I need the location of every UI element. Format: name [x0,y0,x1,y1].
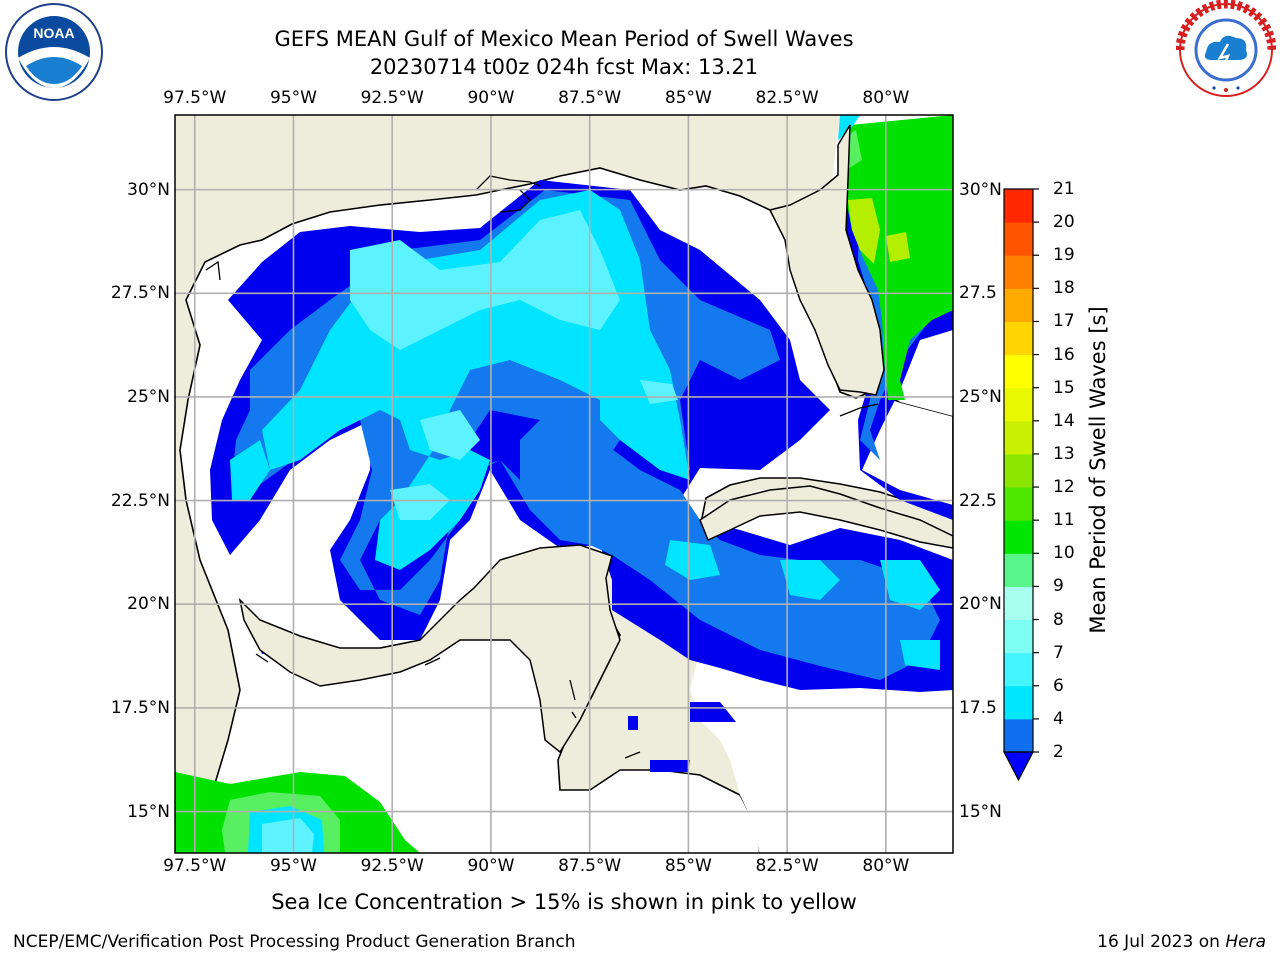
lon-label-top: 80°W [862,88,910,108]
colorbar-tick-label: 16 [1053,344,1075,365]
lat-label-right: 30°N [959,179,1002,200]
lat-label-left: 22.5°N [110,490,170,511]
colorbar-tick-label: 17 [1053,311,1075,332]
colorbar-tick-label: 18 [1053,278,1075,299]
colorbar-tick-label: 14 [1053,410,1075,431]
lat-label-left: 20°N [127,594,170,615]
lon-label-bottom: 90°W [467,856,515,876]
lon-label-top: 87.5°W [558,88,622,108]
lon-label-top: 85°W [664,88,712,108]
lon-label-top: 92.5°W [360,88,424,108]
colorbar-tick-label: 19 [1053,245,1075,266]
colorbar-tick-label: 9 [1053,576,1064,597]
map-frame [174,114,954,854]
colorbar-tick-label: 6 [1053,675,1064,696]
coastline-details [205,175,879,759]
lon-label-bottom: 97.5°W [163,856,227,876]
colorbar-tick-label: 10 [1053,543,1075,564]
noaa-logo: NOAA [5,3,103,101]
lon-label-bottom: 82.5°W [755,856,819,876]
landmasses [238,124,953,754]
map-grid [175,115,953,853]
colorbar-tick-label: 20 [1053,212,1075,233]
lon-label-top: 97.5°W [163,88,227,108]
lat-label-right: 27.5 [959,283,997,304]
lon-label-bottom: 85°W [664,856,712,876]
colorbar-tick-label: 4 [1053,708,1064,729]
sea-ice-note: Sea Ice Concentration > 15% is shown in … [271,890,857,914]
lat-label-right: 17.5 [959,697,997,718]
lat-label-right: 25°N [959,386,1002,407]
footer-host: Hera [1225,932,1266,952]
nws-logo [1176,0,1276,97]
colorbar-tick-label: 8 [1053,609,1064,630]
colorbar-tick-label: 12 [1053,477,1075,498]
lat-label-right: 20°N [959,594,1002,615]
swell-pacific [175,772,420,853]
colorbar-tick-label: 11 [1053,510,1075,531]
chart-subtitle: 20230714 t00z 024h fcst Max: 13.21 [369,55,759,79]
colorbar-tick-label: 21 [1053,179,1075,199]
lon-label-bottom: 95°W [269,856,317,876]
lat-label-right: 15°N [959,801,1002,822]
lat-label-right: 22.5 [959,490,997,511]
lat-label-left: 25°N [127,386,170,407]
noaa-logo-text: NOAA [33,25,74,41]
footer-date-text: 16 Jul 2023 on [1097,932,1226,952]
footer-credit: NCEP/EMC/Verification Post Processing Pr… [13,932,576,952]
lon-label-bottom: 92.5°W [360,856,424,876]
lat-label-left: 15°N [127,801,170,822]
lat-label-left: 30°N [127,179,170,200]
lon-label-top: 90°W [467,88,515,108]
colorbar-title: Mean Period of Swell Waves [s] [1086,306,1110,634]
colorbar-tick-label: 13 [1053,443,1075,464]
lat-label-left: 27.5°N [110,283,170,304]
lat-label-left: 17.5°N [110,697,170,718]
lon-label-top: 95°W [269,88,317,108]
lon-label-top: 82.5°W [755,88,819,108]
lon-label-bottom: 80°W [862,856,910,876]
colorbar-tick-label: 7 [1053,642,1064,663]
chart-title: GEFS MEAN Gulf of Mexico Mean Period of … [274,27,854,51]
lon-label-bottom: 87.5°W [558,856,622,876]
footer-date: 16 Jul 2023 on Hera [1097,932,1266,952]
colorbar-tick-label: 15 [1053,377,1075,398]
colorbar-tick-label: 2 [1053,742,1064,762]
